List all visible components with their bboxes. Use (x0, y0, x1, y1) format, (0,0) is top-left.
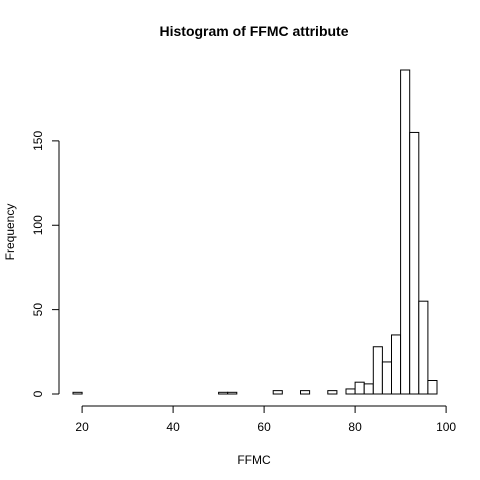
histogram-bar-30 (345, 388, 356, 395)
histogram-bar-37 (409, 131, 420, 395)
histogram-bar-16 (218, 391, 229, 395)
x-tick-label: 20 (75, 420, 89, 434)
y-axis-label: Frequency (3, 204, 17, 261)
histogram-bar-38 (418, 300, 429, 395)
histogram-bar-34 (381, 361, 392, 395)
histogram-bar-25 (300, 390, 311, 395)
y-tick-label: 0 (31, 390, 45, 397)
histogram-bar-32 (363, 383, 374, 395)
histogram-bar-33 (372, 346, 383, 395)
x-tick-label: 100 (436, 420, 456, 434)
chart-title: Histogram of FFMC attribute (160, 23, 349, 39)
x-axis: 20 40 60 80 100 (75, 405, 456, 434)
histogram-bar-0 (72, 391, 83, 395)
histogram-bar-39 (427, 380, 438, 395)
y-axis: 0 50 100 150 (31, 131, 60, 397)
histogram-bar-31 (354, 381, 365, 395)
x-tick-label: 40 (166, 420, 180, 434)
y-tick-label: 50 (31, 303, 45, 317)
y-tick-label: 150 (31, 131, 45, 151)
x-tick-label: 80 (348, 420, 362, 434)
histogram-bar-22 (272, 390, 283, 395)
x-axis-label: FFMC (237, 453, 271, 467)
histogram-bar-17 (227, 391, 238, 395)
histogram-bars (72, 69, 438, 395)
histogram-bar-28 (327, 390, 338, 395)
x-tick-label: 60 (257, 420, 271, 434)
y-tick-label: 100 (31, 215, 45, 235)
histogram-bar-36 (400, 69, 411, 395)
histogram-bar-35 (391, 334, 402, 395)
